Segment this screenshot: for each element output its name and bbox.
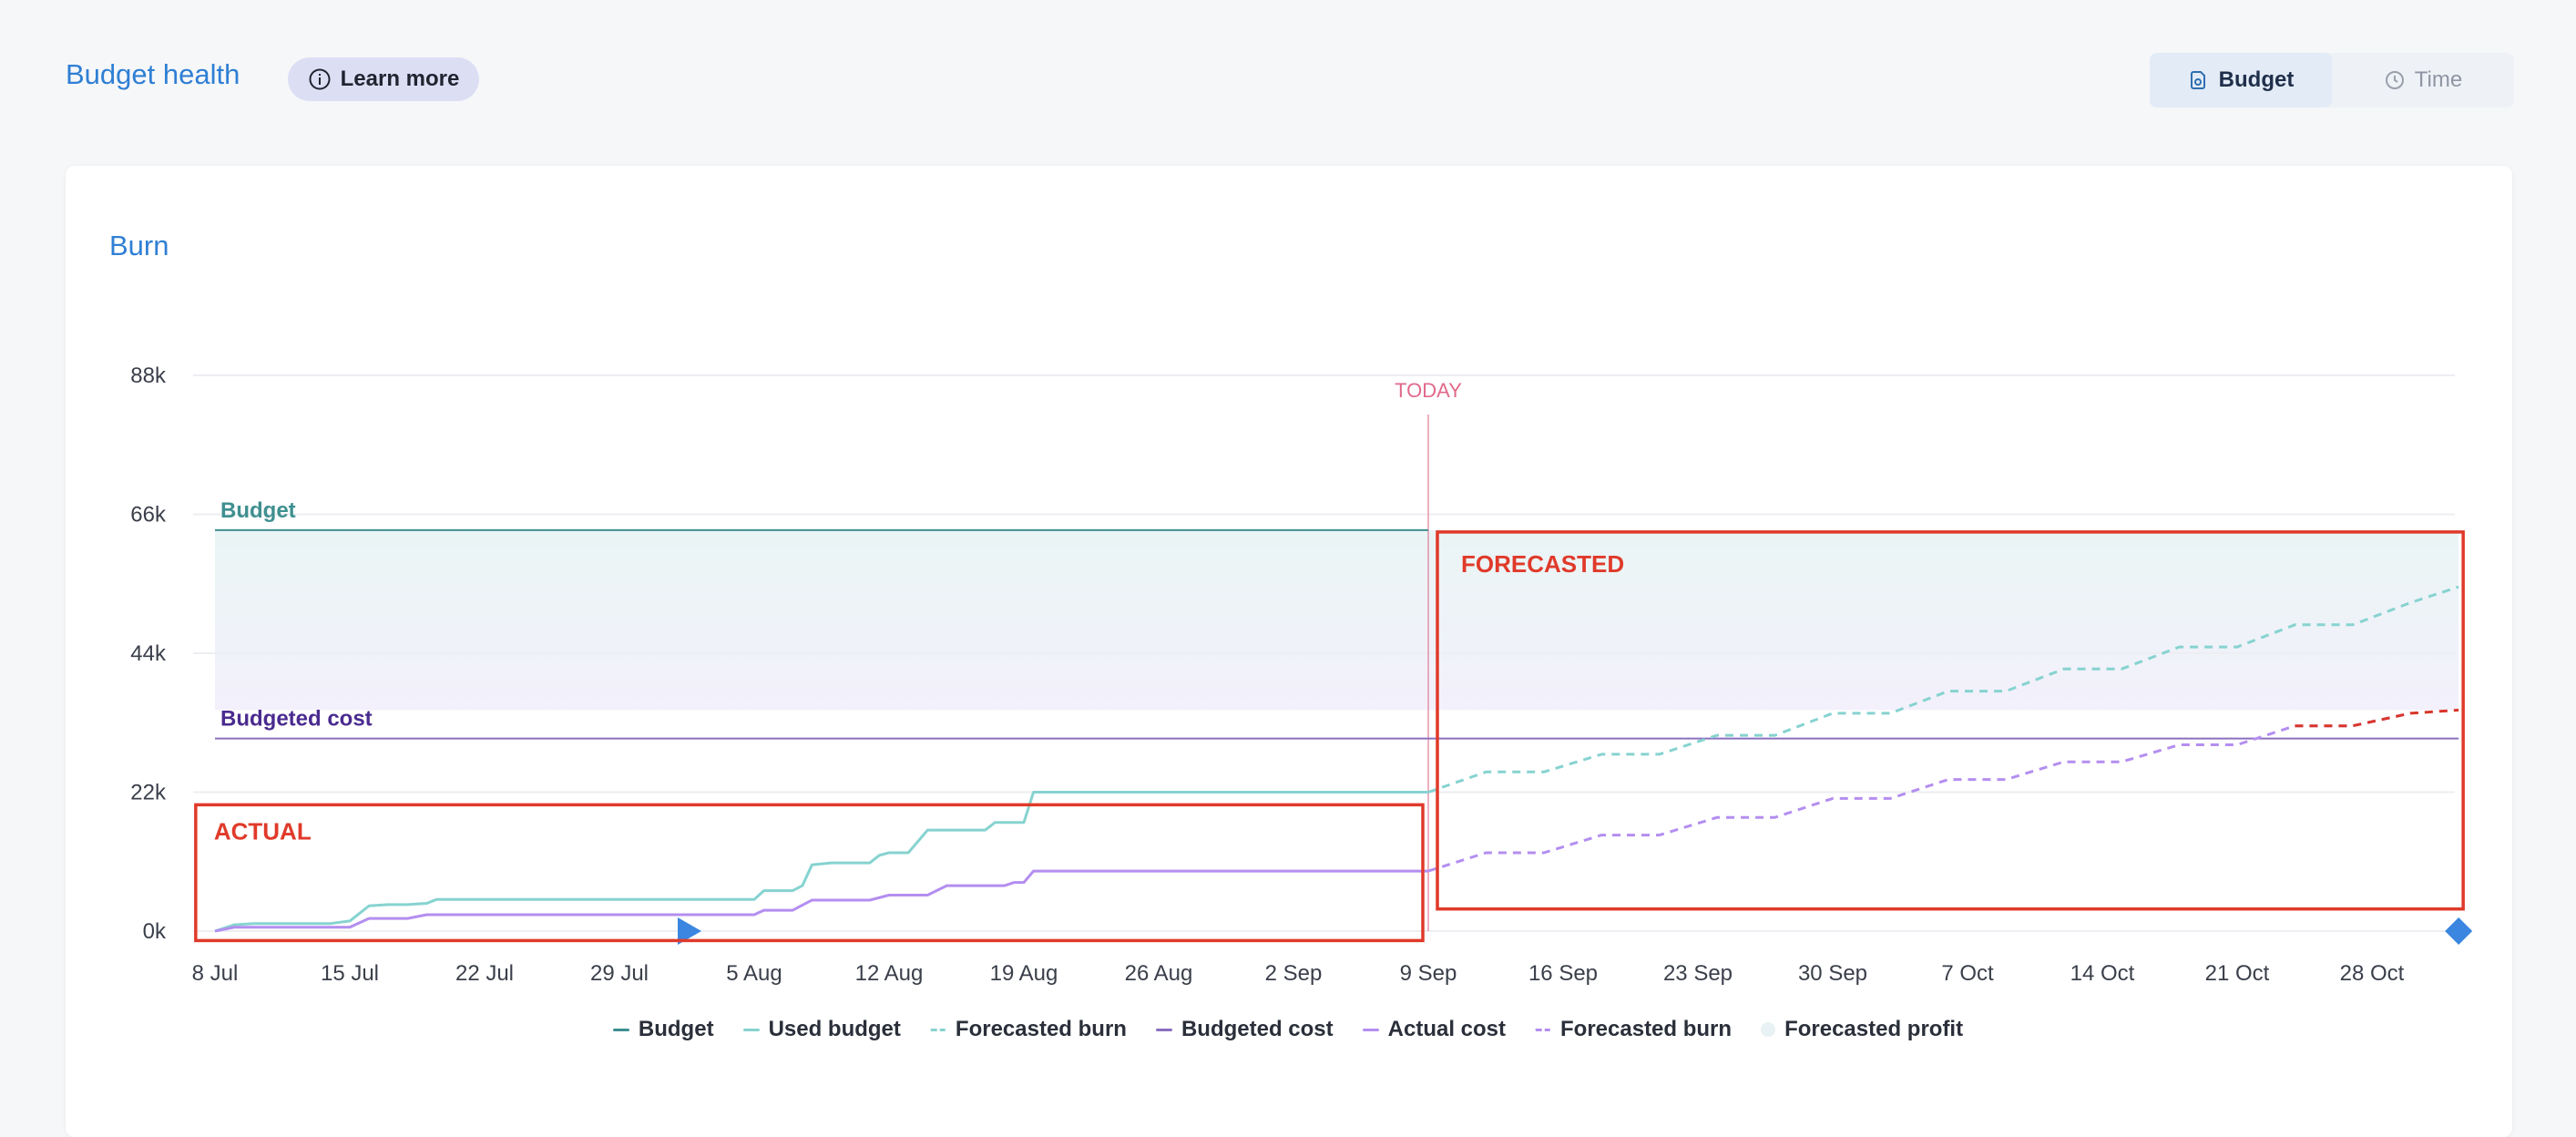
clock-icon	[2385, 71, 2404, 89]
legend-item[interactable]: Budgeted cost	[1155, 1017, 1334, 1042]
legend-swatch	[1155, 1028, 1172, 1031]
forecasted-profit-band	[215, 529, 2459, 711]
toggle-budget-label: Budget	[2218, 67, 2295, 92]
x-tick-label: 9 Sep	[1400, 961, 1457, 986]
toggle-time[interactable]: Time	[2332, 53, 2514, 108]
learn-more-button[interactable]: Learn more	[288, 57, 479, 101]
today-label: TODAY	[1395, 379, 1462, 402]
legend-item[interactable]: Used budget	[742, 1017, 901, 1042]
x-tick-label: 26 Aug	[1125, 961, 1193, 986]
timeline-diamond-marker	[2445, 917, 2473, 945]
actual-box	[194, 803, 1425, 943]
budgeted-cost-line-label: Budgeted cost	[220, 707, 373, 732]
x-tick-label: 22 Jul	[455, 961, 514, 986]
legend-swatch	[742, 1028, 760, 1031]
chart-legend: Budget Used budget Forecasted burn Budgeted…	[0, 1017, 2576, 1042]
actual-box-label: ACTUAL	[214, 817, 312, 845]
learn-more-label: Learn more	[340, 67, 460, 91]
burn-chart: 0k 22k 44k 66k 88k 8 Jul 15 Jul 22 Jul 29 Jul 5 A…	[130, 364, 2473, 986]
legend-item[interactable]: Budget	[612, 1017, 714, 1042]
card-title: Burn	[109, 230, 169, 261]
x-tick-label: 19 Aug	[990, 961, 1058, 986]
y-tick-label: 22k	[130, 781, 167, 805]
toggle-time-label: Time	[2414, 67, 2463, 92]
x-tick-label: 23 Sep	[1663, 961, 1733, 986]
x-tick-label: 29 Jul	[590, 961, 649, 986]
legend-label: Forecasted burn	[1560, 1017, 1733, 1041]
x-tick-label: 15 Jul	[321, 961, 379, 986]
legend-label: Used budget	[768, 1017, 901, 1041]
toggle-budget[interactable]: Budget	[2150, 53, 2332, 108]
y-tick-label: 44k	[130, 641, 167, 666]
x-tick-label: 2 Sep	[1265, 961, 1323, 986]
used-budget-line	[214, 791, 1428, 933]
legend-swatch	[1761, 1022, 1776, 1037]
x-tick-label: 16 Sep	[1528, 961, 1598, 986]
marker-layer	[678, 917, 2473, 945]
info-icon	[309, 68, 331, 90]
forecasted-burn-cost-line	[1427, 712, 2411, 873]
highlight-boxes: ACTUAL FORECASTED	[194, 530, 2465, 943]
forecasted-burn-overrun-line	[2295, 708, 2459, 728]
page-header: Budget health Learn more Budget Time	[0, 0, 2576, 155]
legend-swatch	[929, 1028, 946, 1031]
x-tick-label: 5 Aug	[726, 961, 782, 986]
reference-layer: Budget Budgeted cost TODAY	[215, 379, 2459, 931]
legend-item[interactable]: Forecasted burn	[929, 1017, 1127, 1042]
legend-item[interactable]: Forecasted burn	[1535, 1017, 1732, 1042]
x-tick-label: 21 Oct	[2205, 961, 2270, 986]
timeline-triangle-marker	[678, 917, 701, 945]
legend-item[interactable]: Actual cost	[1362, 1017, 1507, 1042]
series-layer	[214, 585, 2459, 933]
x-tick-label: 7 Oct	[1941, 961, 1994, 986]
y-tick-label: 0k	[143, 919, 167, 944]
actual-cost-line	[214, 869, 1428, 933]
x-tick-label: 12 Aug	[855, 961, 924, 986]
x-tick-label: 30 Sep	[1798, 961, 1867, 986]
legend-label: Actual cost	[1387, 1017, 1507, 1041]
forecasted-burn-budget-line	[1427, 585, 2459, 794]
y-tick-label: 88k	[130, 364, 167, 388]
grid-layer: 0k 22k 44k 66k 88k 8 Jul 15 Jul 22 Jul 29 Jul 5 A…	[130, 364, 2455, 986]
y-tick-label: 66k	[130, 503, 167, 528]
forecast-box-label: FORECASTED	[1461, 550, 1624, 578]
legend-item[interactable]: Forecasted profit	[1761, 1017, 1963, 1042]
legend-swatch	[1362, 1028, 1379, 1031]
x-tick-label: 28 Oct	[2340, 961, 2405, 986]
legend-label: Forecasted burn	[955, 1017, 1127, 1041]
view-toggle: Budget Time	[2150, 53, 2514, 108]
page-title: Budget health	[66, 58, 240, 90]
legend-swatch	[1535, 1028, 1552, 1031]
x-tick-label: 8 Jul	[192, 961, 239, 986]
legend-label: Forecasted profit	[1784, 1017, 1964, 1041]
profit-band-layer	[215, 529, 2459, 711]
forecast-box	[1436, 530, 2465, 911]
legend-label: Budget	[638, 1017, 714, 1041]
budget-doc-icon	[2190, 71, 2205, 89]
legend-swatch	[612, 1028, 629, 1031]
budget-line-label: Budget	[220, 498, 296, 523]
legend-label: Budgeted cost	[1181, 1017, 1334, 1041]
x-tick-label: 14 Oct	[2070, 961, 2135, 986]
